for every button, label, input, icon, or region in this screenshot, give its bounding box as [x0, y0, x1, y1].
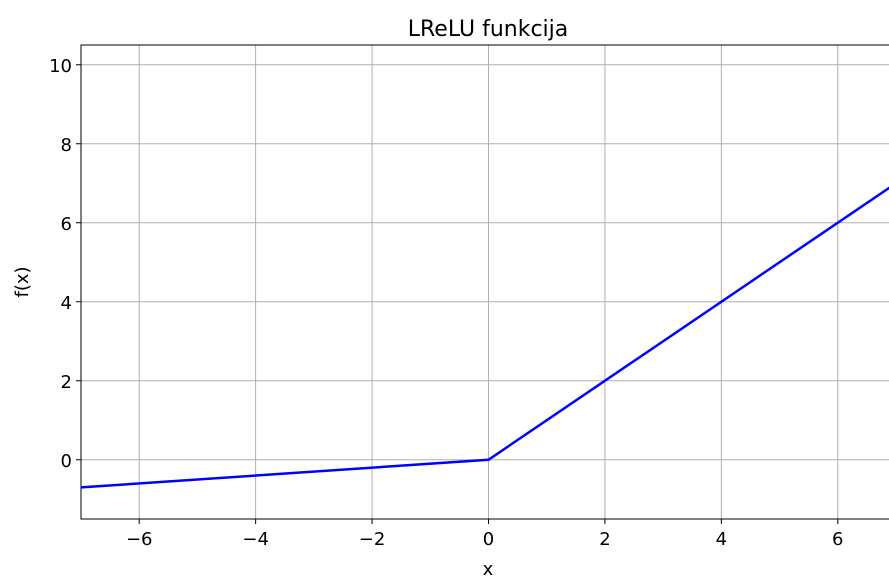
x-tick-label: 4	[716, 529, 727, 550]
axes-frame	[80, 44, 889, 520]
line-series	[80, 186, 889, 489]
y-tick-label: 10	[49, 56, 72, 77]
y-tick-label: 6	[61, 214, 72, 235]
y-tick-label: 2	[61, 372, 72, 393]
x-tick-label: 6	[832, 529, 843, 550]
x-tick-label: −4	[242, 529, 269, 550]
y-tick-label: 8	[61, 135, 72, 156]
y-tick-label: 0	[61, 451, 72, 472]
y-tick-label: 4	[61, 293, 72, 314]
x-axis-label: x	[483, 559, 494, 578]
x-tick-label: 0	[483, 529, 494, 550]
chart-title: LReLU funkcija	[408, 17, 569, 42]
x-tick-label: −2	[359, 529, 386, 550]
x-tick-label: −6	[126, 529, 153, 550]
x-tick-label: 2	[599, 529, 610, 550]
y-axis-label: f(x)	[12, 266, 33, 297]
